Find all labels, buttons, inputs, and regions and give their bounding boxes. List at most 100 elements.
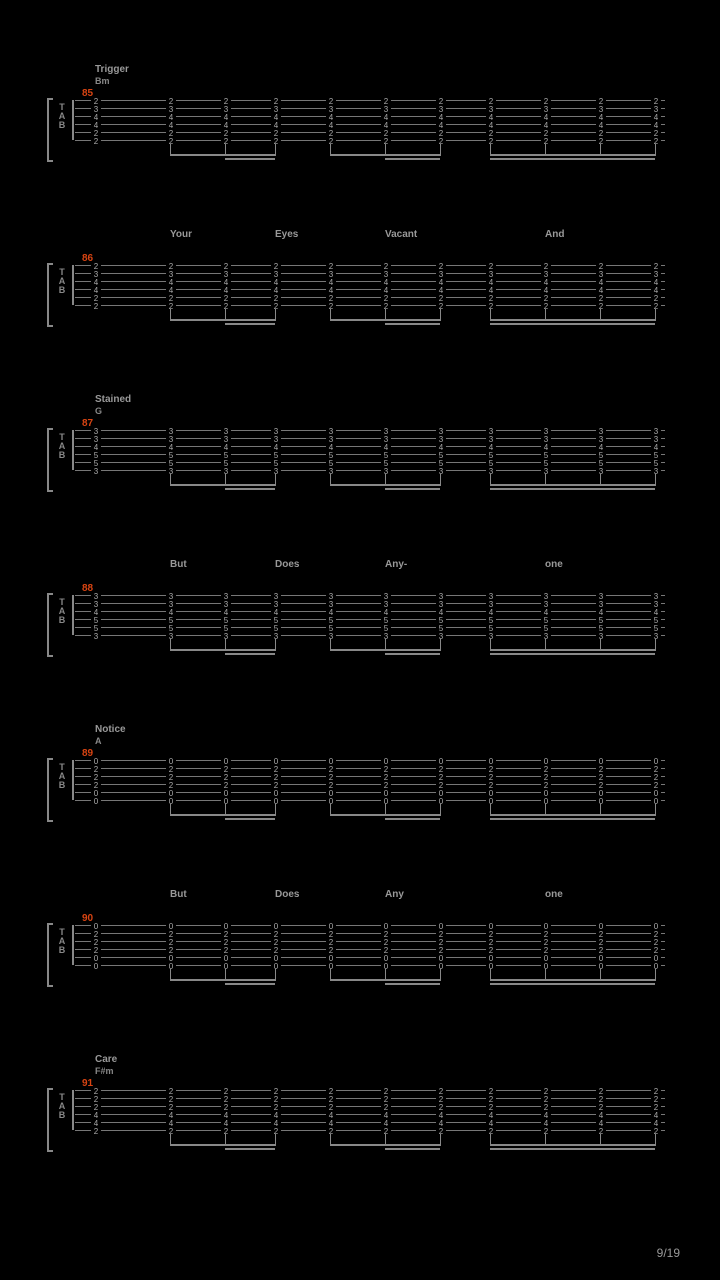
lyric: one xyxy=(545,889,563,900)
chord-column: 234422 xyxy=(436,263,446,311)
measure-87: StainedG87TAB334553334553334553334553334… xyxy=(75,430,665,470)
system-bracket xyxy=(47,923,53,987)
lyric: Does xyxy=(275,889,299,900)
system-bracket xyxy=(47,1088,53,1152)
chord-column: 334553 xyxy=(91,428,101,476)
chord-column: 022200 xyxy=(651,923,661,971)
measure-86: YourEyesVacantAnd86TAB234422234422234422… xyxy=(75,265,665,305)
chord-column: 022200 xyxy=(436,923,446,971)
tab-staff: 0222000222000222000222000222000222000222… xyxy=(75,760,665,800)
chord-column: 334553 xyxy=(651,428,661,476)
system-bracket xyxy=(47,428,53,492)
chord-column: 222442 xyxy=(326,1088,336,1136)
chord-column: 334553 xyxy=(541,593,551,641)
chord-column: 022200 xyxy=(166,758,176,806)
chord-column: 234422 xyxy=(326,98,336,146)
lyric: But xyxy=(170,559,187,570)
tab-clef: TAB xyxy=(55,1093,69,1120)
chord-column: 334553 xyxy=(486,593,496,641)
chord-column: 334553 xyxy=(91,593,101,641)
lyric: Does xyxy=(275,559,299,570)
chord-column: 022200 xyxy=(486,758,496,806)
chord-column: 234422 xyxy=(221,263,231,311)
measure-90: ButDoesAnyone90TAB0222000222000222000222… xyxy=(75,925,665,965)
chord-column: 022200 xyxy=(271,923,281,971)
tab-page: { "page_number": "9/19", "background_col… xyxy=(0,0,720,1280)
chord-column: 234422 xyxy=(166,263,176,311)
chord-column: 022200 xyxy=(91,758,101,806)
chord-column: 234422 xyxy=(381,98,391,146)
chord-column: 334553 xyxy=(221,593,231,641)
chord-label: F#m xyxy=(95,1066,114,1076)
chord-column: 022200 xyxy=(486,923,496,971)
chord-column: 234422 xyxy=(271,263,281,311)
chord-column: 234422 xyxy=(91,98,101,146)
chord-column: 222442 xyxy=(221,1088,231,1136)
chord-column: 334553 xyxy=(651,593,661,641)
measure-88: ButDoesAny-one88TAB334553334553334553334… xyxy=(75,595,665,635)
chord-column: 334553 xyxy=(596,593,606,641)
tab-staff: 2344222344222344222344222344222344222344… xyxy=(75,100,665,140)
chord-column: 222442 xyxy=(436,1088,446,1136)
chord-column: 022200 xyxy=(221,923,231,971)
chord-column: 234422 xyxy=(651,98,661,146)
chord-column: 022200 xyxy=(166,923,176,971)
beam-group xyxy=(75,150,665,170)
page-number: 9/19 xyxy=(657,1246,680,1260)
beam-group xyxy=(75,315,665,335)
lyric: But xyxy=(170,889,187,900)
tab-clef: TAB xyxy=(55,928,69,955)
system-bracket xyxy=(47,593,53,657)
chord-column: 222442 xyxy=(166,1088,176,1136)
chord-column: 022200 xyxy=(326,758,336,806)
tab-clef: TAB xyxy=(55,598,69,625)
chord-label: A xyxy=(95,736,102,746)
chord-column: 334553 xyxy=(166,593,176,641)
chord-column: 022200 xyxy=(541,758,551,806)
chord-column: 234422 xyxy=(221,98,231,146)
lyric: Eyes xyxy=(275,229,298,240)
chord-column: 234422 xyxy=(326,263,336,311)
beam-group xyxy=(75,645,665,665)
chord-column: 334553 xyxy=(381,428,391,476)
chord-column: 234422 xyxy=(541,98,551,146)
measure-91: CareF#m91TAB2224422224422224422224422224… xyxy=(75,1090,665,1130)
chord-column: 334553 xyxy=(436,593,446,641)
chord-column: 022200 xyxy=(221,758,231,806)
lyric: Notice xyxy=(95,724,126,735)
lyric: Your xyxy=(170,229,192,240)
system-bracket xyxy=(47,98,53,162)
chord-column: 234422 xyxy=(486,263,496,311)
chord-column: 334553 xyxy=(326,593,336,641)
chord-column: 222442 xyxy=(541,1088,551,1136)
chord-column: 222442 xyxy=(91,1088,101,1136)
chord-column: 222442 xyxy=(596,1088,606,1136)
chord-column: 022200 xyxy=(381,758,391,806)
lyric: Trigger xyxy=(95,64,129,75)
chord-column: 022200 xyxy=(436,758,446,806)
chord-column: 022200 xyxy=(91,923,101,971)
tab-clef: TAB xyxy=(55,763,69,790)
chord-column: 334553 xyxy=(271,428,281,476)
beam-group xyxy=(75,975,665,995)
chord-column: 022200 xyxy=(651,758,661,806)
chord-column: 234422 xyxy=(541,263,551,311)
tab-clef: TAB xyxy=(55,103,69,130)
chord-column: 334553 xyxy=(271,593,281,641)
chord-column: 334553 xyxy=(326,428,336,476)
tab-staff: 2224422224422224422224422224422224422224… xyxy=(75,1090,665,1130)
beam-group xyxy=(75,810,665,830)
chord-column: 222442 xyxy=(271,1088,281,1136)
lyric: Care xyxy=(95,1054,117,1065)
chord-column: 022200 xyxy=(596,758,606,806)
chord-column: 022200 xyxy=(381,923,391,971)
lyric: Any xyxy=(385,889,404,900)
chord-column: 234422 xyxy=(91,263,101,311)
chord-column: 234422 xyxy=(381,263,391,311)
chord-column: 234422 xyxy=(596,98,606,146)
tab-staff: 3345533345533345533345533345533345533345… xyxy=(75,595,665,635)
chord-column: 222442 xyxy=(381,1088,391,1136)
chord-column: 022200 xyxy=(541,923,551,971)
chord-label: G xyxy=(95,406,102,416)
chord-column: 334553 xyxy=(221,428,231,476)
